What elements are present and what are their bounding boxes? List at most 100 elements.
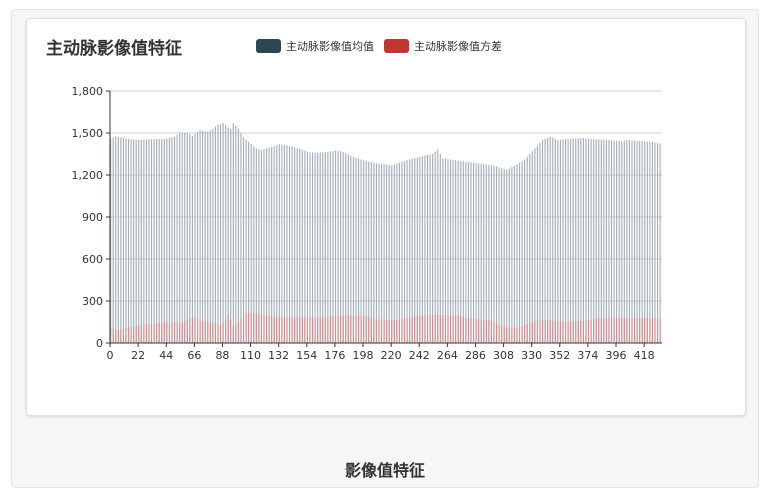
bar-variance[interactable]	[646, 318, 648, 343]
bar-mean[interactable]	[485, 164, 487, 344]
bar-mean[interactable]	[283, 144, 285, 343]
bar-variance[interactable]	[447, 315, 449, 343]
bar-variance[interactable]	[541, 320, 544, 343]
bar-mean[interactable]	[472, 162, 475, 343]
bar-mean[interactable]	[633, 140, 636, 343]
bar-mean[interactable]	[628, 140, 630, 343]
bar-mean[interactable]	[332, 150, 334, 343]
bar-variance[interactable]	[288, 317, 291, 343]
bar-mean[interactable]	[554, 138, 556, 343]
bar-mean[interactable]	[294, 147, 296, 343]
bar-mean[interactable]	[610, 140, 613, 343]
bar-mean[interactable]	[304, 150, 306, 343]
bar-variance[interactable]	[120, 329, 122, 343]
bar-mean[interactable]	[288, 145, 291, 343]
bar-variance[interactable]	[248, 313, 250, 343]
bar-variance[interactable]	[593, 319, 595, 343]
bar-variance[interactable]	[639, 318, 641, 343]
bar-variance[interactable]	[324, 317, 326, 343]
bar-mean[interactable]	[488, 164, 490, 343]
bar-mean[interactable]	[179, 133, 181, 343]
bar-mean[interactable]	[432, 154, 434, 343]
bar-variance[interactable]	[562, 321, 564, 343]
bar-mean[interactable]	[416, 157, 418, 344]
bar-mean[interactable]	[115, 136, 117, 344]
bar-mean[interactable]	[429, 154, 431, 343]
bar-variance[interactable]	[225, 320, 227, 343]
bar-mean[interactable]	[327, 151, 329, 343]
bar-mean[interactable]	[309, 152, 311, 343]
bar-mean[interactable]	[347, 154, 349, 343]
bar-variance[interactable]	[605, 317, 607, 343]
bar-mean[interactable]	[508, 168, 510, 343]
bar-variance[interactable]	[202, 321, 204, 343]
bar-mean[interactable]	[511, 167, 513, 343]
bar-variance[interactable]	[352, 315, 354, 343]
bar-mean[interactable]	[449, 159, 452, 343]
bar-variance[interactable]	[534, 321, 536, 343]
bar-variance[interactable]	[340, 315, 342, 343]
bar-variance[interactable]	[319, 317, 321, 343]
bar-mean[interactable]	[276, 145, 278, 343]
bar-variance[interactable]	[503, 326, 505, 343]
bar-variance[interactable]	[291, 317, 293, 343]
bar-variance[interactable]	[480, 319, 482, 343]
bar-variance[interactable]	[334, 315, 337, 343]
bar-variance[interactable]	[276, 317, 278, 343]
bar-variance[interactable]	[271, 316, 273, 343]
bar-mean[interactable]	[148, 139, 150, 343]
bar-variance[interactable]	[478, 318, 480, 343]
bar-variance[interactable]	[628, 318, 630, 343]
bar-variance[interactable]	[490, 320, 492, 343]
bar-mean[interactable]	[541, 140, 544, 343]
bar-variance[interactable]	[166, 322, 168, 343]
bar-variance[interactable]	[296, 317, 298, 343]
bar-mean[interactable]	[639, 141, 641, 343]
bar-mean[interactable]	[219, 123, 222, 344]
bar-mean[interactable]	[575, 138, 577, 343]
bar-variance[interactable]	[442, 315, 444, 343]
bar-variance[interactable]	[235, 324, 237, 343]
bar-mean[interactable]	[605, 139, 607, 343]
bar-variance[interactable]	[498, 324, 500, 343]
bar-mean[interactable]	[524, 159, 526, 343]
bar-variance[interactable]	[403, 318, 406, 344]
bar-mean[interactable]	[324, 152, 326, 343]
bar-variance[interactable]	[449, 315, 452, 343]
bar-mean[interactable]	[268, 147, 270, 343]
bar-variance[interactable]	[536, 320, 538, 343]
bar-mean[interactable]	[539, 142, 541, 343]
bar-variance[interactable]	[570, 321, 572, 343]
bar-mean[interactable]	[138, 139, 140, 343]
bar-variance[interactable]	[196, 318, 199, 344]
bar-variance[interactable]	[414, 316, 416, 343]
bar-variance[interactable]	[495, 323, 498, 343]
bar-variance[interactable]	[345, 315, 347, 343]
bar-variance[interactable]	[567, 321, 569, 343]
bar-variance[interactable]	[485, 319, 487, 343]
bar-mean[interactable]	[299, 148, 301, 343]
bar-variance[interactable]	[610, 317, 613, 343]
bar-variance[interactable]	[511, 327, 513, 343]
bar-variance[interactable]	[386, 319, 388, 343]
bar-mean[interactable]	[317, 152, 319, 343]
bar-mean[interactable]	[150, 139, 153, 343]
bar-variance[interactable]	[531, 322, 533, 343]
bar-mean[interactable]	[345, 153, 347, 343]
bar-variance[interactable]	[585, 320, 587, 343]
bar-mean[interactable]	[368, 161, 370, 343]
bar-variance[interactable]	[168, 322, 170, 343]
bar-mean[interactable]	[641, 141, 643, 343]
bar-variance[interactable]	[156, 323, 158, 343]
bar-mean[interactable]	[225, 125, 227, 343]
bar-mean[interactable]	[363, 160, 365, 343]
bar-variance[interactable]	[644, 318, 646, 343]
bar-variance[interactable]	[462, 316, 464, 343]
bar-mean[interactable]	[495, 166, 498, 343]
bar-mean[interactable]	[516, 164, 518, 343]
bar-mean[interactable]	[245, 139, 247, 343]
bar-mean[interactable]	[337, 150, 339, 343]
bar-mean[interactable]	[608, 140, 610, 343]
bar-mean[interactable]	[189, 134, 191, 343]
bar-variance[interactable]	[125, 327, 127, 343]
